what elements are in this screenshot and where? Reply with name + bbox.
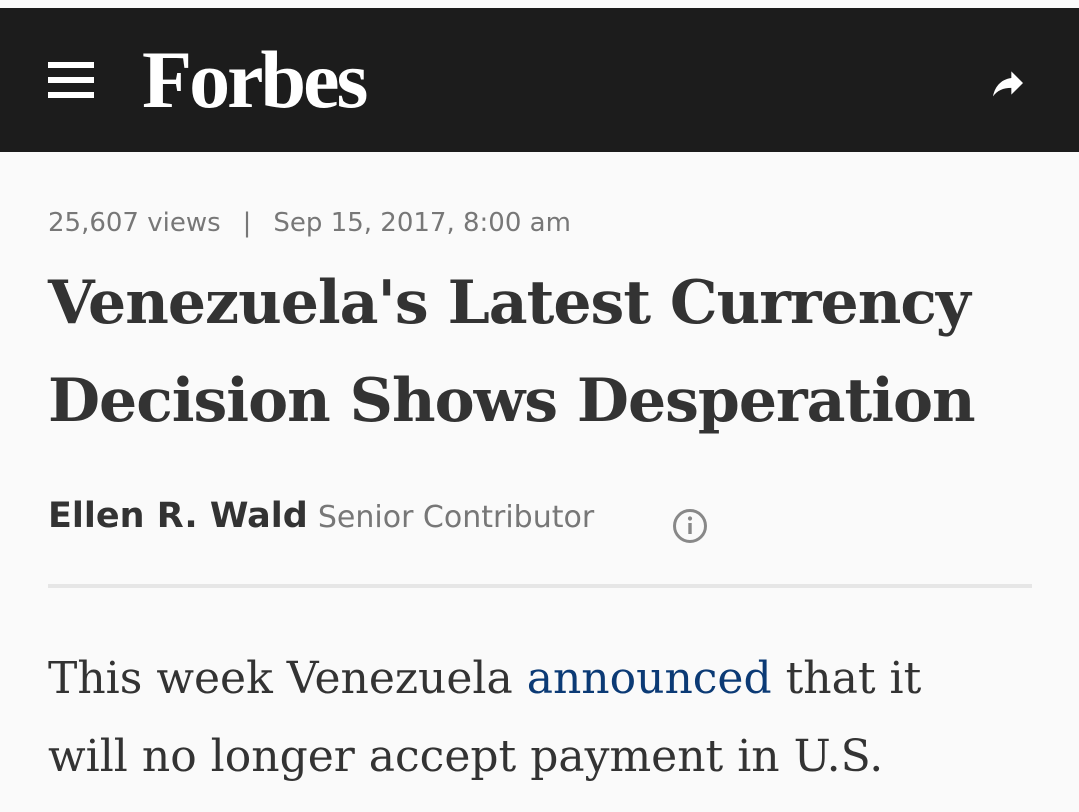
info-icon[interactable]: [672, 508, 708, 544]
share-button[interactable]: [988, 63, 1028, 103]
byline: Ellen R. Wald Senior Contributor: [48, 496, 594, 536]
logo[interactable]: Forbes: [142, 34, 368, 125]
separator: |: [242, 208, 252, 238]
article-body: This week Venezuela announced that it wi…: [48, 640, 1008, 796]
header: Forbes: [0, 8, 1079, 152]
body-link[interactable]: announced: [526, 653, 772, 704]
date: Sep 15, 2017, 8:00 am: [273, 208, 571, 238]
body-text: This week Venezuela: [48, 653, 527, 704]
divider: [48, 584, 1032, 588]
views: 25,607 views: [48, 208, 221, 238]
author[interactable]: Ellen R. Wald: [48, 496, 308, 536]
author-role: Senior Contributor: [317, 500, 595, 535]
menu-button[interactable]: [48, 62, 94, 98]
meta: 25,607 views | Sep 15, 2017, 8:00 am: [48, 208, 571, 238]
body-text: that it will no longer accept payment in…: [48, 653, 922, 782]
article-title: Venezuela's Latest Currency Decision Sho…: [48, 268, 976, 436]
